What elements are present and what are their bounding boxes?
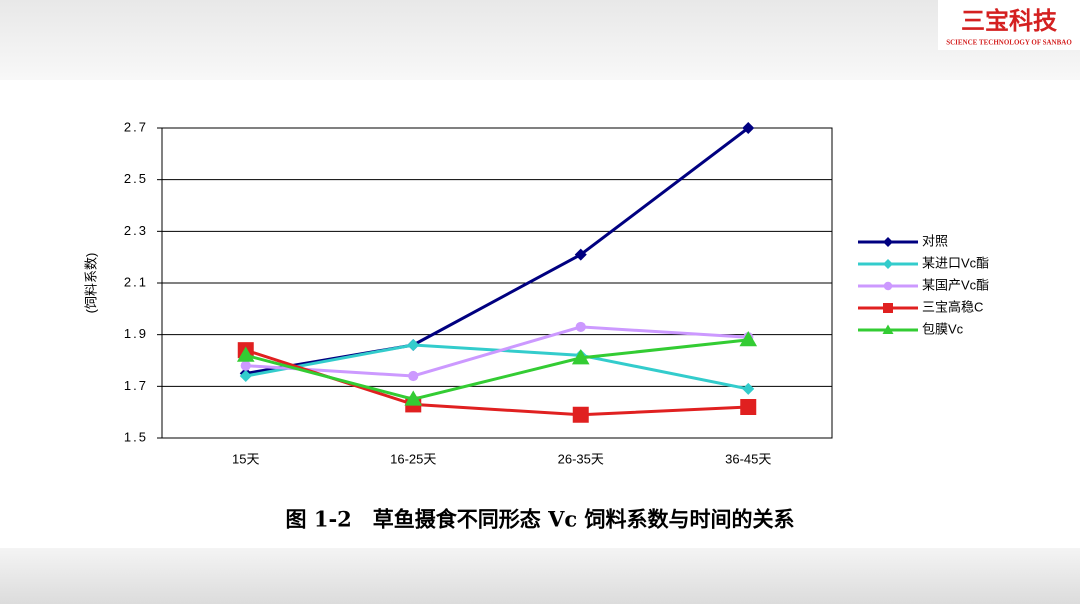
data-point	[240, 360, 251, 371]
x-tick-label: 36-45天	[725, 451, 771, 466]
data-point	[236, 346, 255, 362]
caption: 图 1-2 草鱼摄食不同形态 Vc 饲料系数与时间的关系	[286, 507, 795, 532]
y-tick-label: 2.5	[124, 171, 148, 186]
x-tick-label: 16-25天	[390, 451, 436, 466]
series-line	[245, 325, 749, 378]
legend-label: 对照	[922, 233, 948, 248]
data-point	[739, 331, 758, 347]
data-point	[574, 248, 587, 261]
bottom-band	[0, 548, 1080, 604]
data-point	[239, 370, 252, 382]
y-tick-label: 2.1	[124, 274, 148, 289]
logo-subtitle: SCIENCE TECHNOLOGY OF SANBAO	[946, 39, 1072, 47]
y-tick-label: 1.9	[124, 326, 148, 341]
legend-marker	[883, 281, 893, 291]
legend-marker	[883, 303, 893, 313]
y-axis-label: (饲料系数)	[83, 253, 98, 314]
legend-marker	[883, 259, 893, 269]
x-tick-label: 15天	[232, 451, 259, 466]
data-point	[742, 382, 755, 395]
data-point	[740, 399, 757, 415]
y-tick-label: 1.5	[124, 429, 148, 444]
data-point	[572, 406, 589, 423]
legend-label: 某国产Vc酯	[922, 277, 989, 292]
series-line	[245, 338, 749, 401]
y-tick-label: 2.3	[124, 223, 148, 238]
y-tick-label: 1.7	[124, 378, 148, 393]
legend-label: 三宝高稳C	[922, 299, 983, 314]
legend-label: 某进口Vc酯	[922, 255, 989, 270]
data-point	[407, 339, 420, 351]
data-point	[742, 122, 755, 134]
logo-name: 三宝科技	[961, 7, 1058, 35]
logo-box	[938, 0, 1080, 50]
legend-marker	[882, 324, 894, 334]
legend-label: 包膜Vc	[922, 321, 964, 336]
legend-marker	[883, 237, 893, 247]
data-point	[408, 370, 419, 382]
y-tick-label: 2.7	[124, 119, 148, 134]
data-point	[404, 390, 423, 406]
top-band	[0, 0, 1080, 80]
data-point	[575, 321, 586, 333]
x-tick-label: 26-35天	[558, 451, 604, 466]
data-point	[571, 349, 590, 365]
